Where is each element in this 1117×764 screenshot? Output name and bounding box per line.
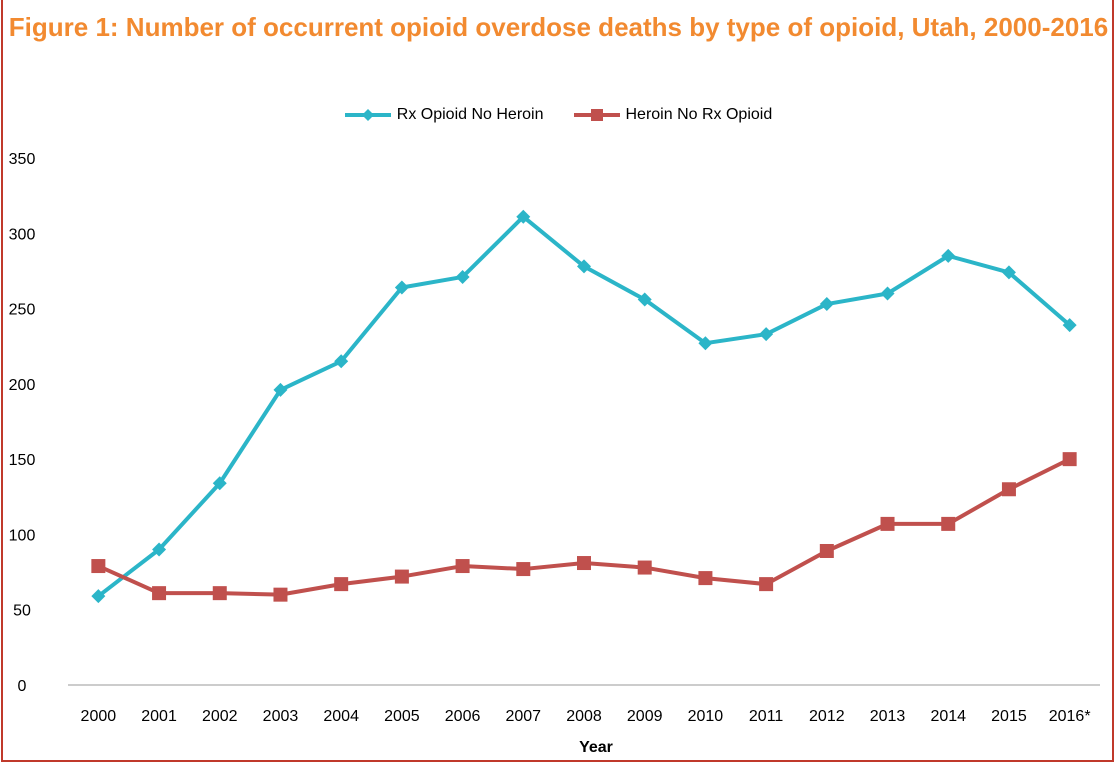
- data-point-rx: [91, 589, 106, 604]
- data-point-rx: [334, 354, 349, 369]
- y-tick-label: 200: [9, 377, 36, 394]
- data-point-rx: [637, 292, 652, 307]
- data-point-heroin: [334, 577, 349, 592]
- data-point-rx: [941, 248, 956, 263]
- data-point-rx: [152, 542, 167, 557]
- x-tick-label: 2002: [202, 708, 238, 725]
- data-point-rx: [819, 297, 834, 312]
- legend-item-rx: Rx Opioid No Heroin: [344, 106, 544, 124]
- data-point-heroin: [394, 569, 409, 584]
- data-point-rx: [698, 336, 713, 351]
- x-tick-label: 2012: [809, 708, 845, 725]
- x-tick-label: 2005: [384, 708, 420, 725]
- series-line-heroin: [97, 457, 1071, 597]
- data-point-rx: [516, 209, 531, 224]
- legend: Rx Opioid No Heroin Heroin No Rx Opioid: [0, 106, 1117, 124]
- data-point-rx: [880, 286, 895, 301]
- y-tick-label: 150: [9, 452, 36, 469]
- x-tick-label: 2015: [991, 708, 1027, 725]
- legend-marker-heroin: [573, 109, 620, 121]
- chart-title: Figure 1: Number of occurrent opioid ove…: [8, 12, 1109, 42]
- data-point-heroin: [1001, 482, 1016, 497]
- data-point-rx: [394, 280, 409, 295]
- data-point-heroin: [1062, 452, 1077, 467]
- data-point-rx: [1001, 265, 1016, 280]
- legend-marker-rx: [344, 109, 391, 121]
- x-tick-label: 2014: [930, 708, 966, 725]
- data-point-heroin: [273, 587, 288, 602]
- data-point-heroin: [941, 516, 956, 531]
- y-tick-label: 300: [9, 226, 36, 243]
- x-tick-label: 2004: [323, 708, 359, 725]
- y-tick-label: 350: [9, 151, 36, 168]
- data-point-heroin: [516, 562, 531, 577]
- x-tick-label: 2006: [445, 708, 481, 725]
- y-tick-label: 100: [9, 527, 36, 544]
- data-point-rx: [273, 382, 288, 397]
- x-tick-label: 2009: [627, 708, 663, 725]
- data-point-heroin: [819, 543, 834, 558]
- data-point-heroin: [212, 586, 227, 601]
- data-point-heroin: [577, 556, 591, 571]
- x-tick-label: 2016*: [1049, 708, 1091, 725]
- data-point-rx: [455, 269, 470, 284]
- series-line-rx: [97, 214, 1071, 598]
- x-tick-label: 2011: [749, 708, 784, 725]
- x-tick-label: 2013: [870, 708, 906, 725]
- x-tick-label: 2010: [688, 708, 724, 725]
- legend-item-heroin: Heroin No Rx Opioid: [573, 106, 773, 124]
- data-point-rx: [212, 476, 227, 491]
- data-point-heroin: [637, 560, 652, 575]
- y-tick-label: 0: [18, 678, 27, 695]
- data-point-heroin: [152, 586, 167, 601]
- x-axis-label: Year: [579, 739, 613, 756]
- data-point-heroin: [698, 571, 713, 586]
- data-point-heroin: [455, 559, 470, 574]
- x-tick-label: 2000: [81, 708, 117, 725]
- y-tick-label: 50: [13, 603, 31, 620]
- data-point-rx: [577, 259, 591, 274]
- x-tick-label: 2001: [141, 708, 177, 725]
- x-tick-label: 2008: [566, 708, 602, 725]
- y-tick-label: 250: [9, 302, 36, 319]
- data-point-rx: [1062, 318, 1077, 333]
- legend-label-heroin: Heroin No Rx Opioid: [625, 106, 773, 123]
- data-point-rx: [759, 327, 774, 342]
- legend-label-rx: Rx Opioid No Heroin: [396, 106, 544, 123]
- data-point-heroin: [759, 577, 774, 592]
- data-point-heroin: [91, 559, 106, 574]
- data-point-heroin: [880, 516, 895, 531]
- x-tick-label: 2003: [263, 708, 299, 725]
- x-tick-label: 2007: [505, 708, 541, 725]
